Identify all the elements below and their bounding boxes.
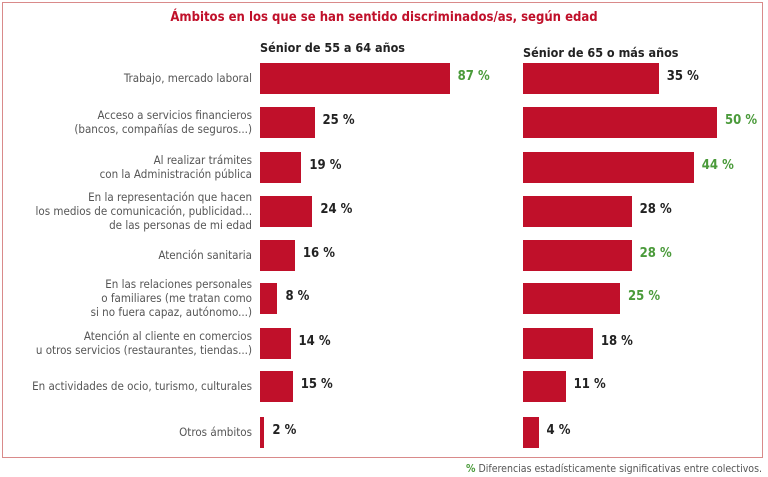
bar [260,152,302,183]
category-label: En la representación que hacen los medios… [35,190,252,232]
data-label: 50 % [725,113,758,128]
data-label: 4 % [546,423,571,438]
bar [260,283,278,314]
category-label: En las relaciones personales o familiares… [90,277,252,319]
chart-frame [2,2,763,458]
bar [523,63,659,94]
data-label: 24 % [320,202,353,217]
series-header-55-64: Sénior de 55 a 64 años [260,40,406,55]
data-label: 8 % [285,289,310,304]
category-label: Otros ámbitos [179,425,252,439]
category-label: En actividades de ocio, turismo, cultura… [32,379,252,393]
data-label: 25 % [628,289,661,304]
data-label: 87 % [457,69,490,84]
bar [260,196,313,227]
bar [523,240,632,271]
data-label: 28 % [639,202,672,217]
category-label: Al realizar trámites con la Administració… [99,153,252,181]
footnote-marker: % [466,463,476,475]
data-label: 2 % [272,423,297,438]
footnote: % Diferencias estadísticamente significa… [466,463,762,475]
data-label: 35 % [666,69,699,84]
bar [523,371,566,402]
bar [260,240,295,271]
bar [523,417,539,448]
bar [260,63,450,94]
data-label: 16 % [302,246,335,261]
data-label: 14 % [298,334,331,349]
category-label: Atención al cliente en comercios u otros … [35,329,252,357]
category-label: Atención sanitaria [158,248,252,262]
bar [260,417,265,448]
category-label: Acceso a servicios financieros (bancos, c… [74,108,252,136]
bar [523,152,694,183]
bar [523,283,620,314]
bar [523,196,632,227]
bar [260,371,293,402]
footnote-text: Diferencias estadísticamente significati… [475,463,762,475]
data-label: 44 % [701,158,734,173]
bar [260,328,291,359]
data-label: 19 % [309,158,342,173]
data-label: 11 % [573,377,606,392]
data-label: 18 % [600,334,633,349]
bar [523,328,593,359]
data-label: 15 % [300,377,333,392]
data-label: 28 % [639,246,672,261]
category-label: Trabajo, mercado laboral [123,71,252,85]
chart-title: Ámbitos en los que se han sentido discri… [170,10,598,25]
bar [260,107,315,138]
bar [523,107,717,138]
data-label: 25 % [322,113,355,128]
series-header-65-plus: Sénior de 65 o más años [523,45,679,60]
